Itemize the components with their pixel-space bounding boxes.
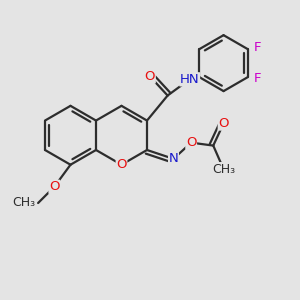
Text: CH₃: CH₃: [12, 196, 35, 209]
Text: O: O: [186, 136, 196, 149]
Text: N: N: [169, 152, 178, 165]
Text: O: O: [116, 158, 127, 171]
Text: HN: HN: [180, 73, 200, 86]
Text: F: F: [254, 72, 261, 85]
Text: F: F: [254, 41, 261, 54]
Text: O: O: [145, 70, 155, 83]
Text: CH₃: CH₃: [212, 163, 235, 176]
Text: O: O: [218, 117, 229, 130]
Text: O: O: [49, 180, 60, 193]
